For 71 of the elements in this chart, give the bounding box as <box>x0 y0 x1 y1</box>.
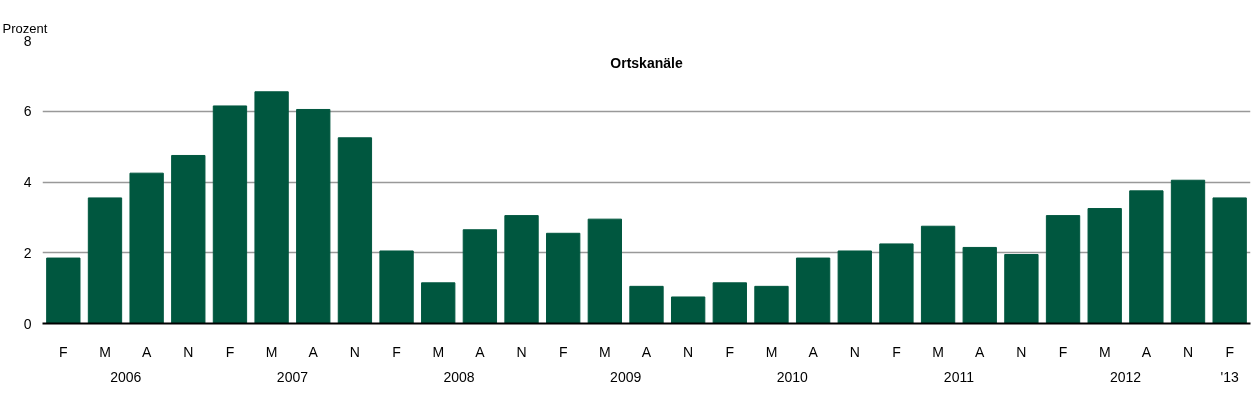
text: 2011 <box>943 368 975 385</box>
bar <box>1212 197 1247 324</box>
x-tick-label: N <box>516 343 527 360</box>
x-tick-label: A <box>141 343 152 360</box>
bar <box>670 296 706 324</box>
bar <box>879 243 914 324</box>
x-tick-label: M <box>265 343 278 360</box>
x-tick-label: F <box>558 343 568 360</box>
x-tick-label: N <box>683 343 694 360</box>
bar <box>754 285 789 324</box>
x-tick-label: N <box>1016 343 1027 360</box>
bar <box>46 257 81 324</box>
x-tick-label: M <box>932 343 944 360</box>
x-tick-label: A <box>641 343 652 360</box>
bar <box>379 250 414 324</box>
bar <box>962 246 997 324</box>
y-tick-label: 6 <box>23 103 32 120</box>
x-tick-label: M <box>99 343 111 360</box>
bar <box>129 172 164 324</box>
bar <box>1087 208 1122 324</box>
bar <box>462 229 498 324</box>
bar <box>1004 254 1039 324</box>
x-tick-label: M <box>599 343 611 360</box>
text: 2008 <box>443 368 475 385</box>
x-tick-label: N <box>349 343 360 360</box>
bar <box>254 91 289 324</box>
bar <box>337 137 373 324</box>
bar <box>421 282 456 324</box>
bar <box>920 225 956 324</box>
text: 2010 <box>776 368 809 385</box>
text: 2012 <box>1109 368 1142 385</box>
bar <box>1170 179 1206 324</box>
x-tick-label: F <box>1225 343 1234 360</box>
x-tick-label: F <box>59 343 68 360</box>
text: 2006 <box>110 368 142 385</box>
bar <box>171 154 206 324</box>
x-tick-label: N <box>183 343 194 360</box>
x-tick-label: A <box>975 343 986 360</box>
x-tick-label: F <box>725 343 735 360</box>
y-tick-label: 2 <box>23 244 32 261</box>
text: '13 <box>1220 368 1240 385</box>
bar <box>212 105 248 324</box>
x-tick-label: F <box>892 343 901 360</box>
bar <box>296 108 331 324</box>
bar <box>795 257 831 324</box>
bar <box>712 282 747 324</box>
bar <box>629 285 664 324</box>
x-tick-label: A <box>475 343 486 360</box>
y-tick-label: 4 <box>23 174 32 190</box>
y-tick-label: 0 <box>23 315 32 332</box>
x-tick-label: M <box>432 343 445 360</box>
bar <box>87 197 123 324</box>
text: Ortskanäle <box>610 54 683 71</box>
text: 2009 <box>610 368 642 385</box>
text: 2007 <box>276 368 309 385</box>
bar <box>1129 190 1164 324</box>
bar <box>504 215 539 324</box>
x-tick-label: N <box>849 343 860 360</box>
x-tick-label: F <box>392 343 401 360</box>
bar <box>837 250 872 324</box>
x-tick-label: F <box>1058 343 1068 360</box>
bar <box>1045 215 1081 324</box>
x-tick-label: M <box>1098 343 1111 360</box>
x-tick-label: M <box>765 343 778 360</box>
bar <box>587 218 623 324</box>
x-tick-label: A <box>808 343 819 360</box>
x-tick-label: N <box>1182 343 1194 360</box>
bar <box>546 232 581 324</box>
x-tick-label: F <box>225 343 235 360</box>
x-tick-label: A <box>1141 343 1152 360</box>
x-tick-label: A <box>308 343 319 360</box>
